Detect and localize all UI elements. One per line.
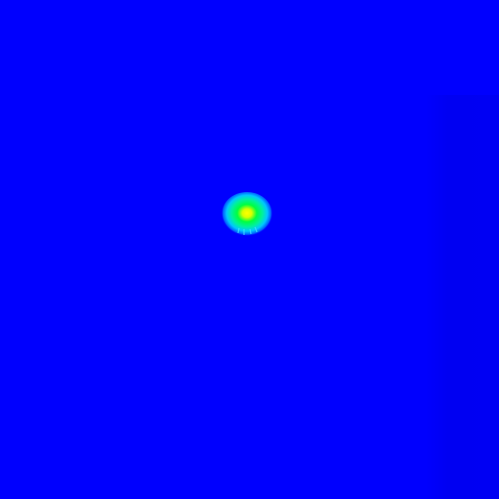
- dark-blue-band: [426, 95, 499, 499]
- hotspot-graphic: [221, 192, 273, 238]
- hotspot-streaks: [237, 226, 258, 235]
- heat-hotspot: [221, 192, 273, 240]
- hotspot-glow: [221, 192, 273, 238]
